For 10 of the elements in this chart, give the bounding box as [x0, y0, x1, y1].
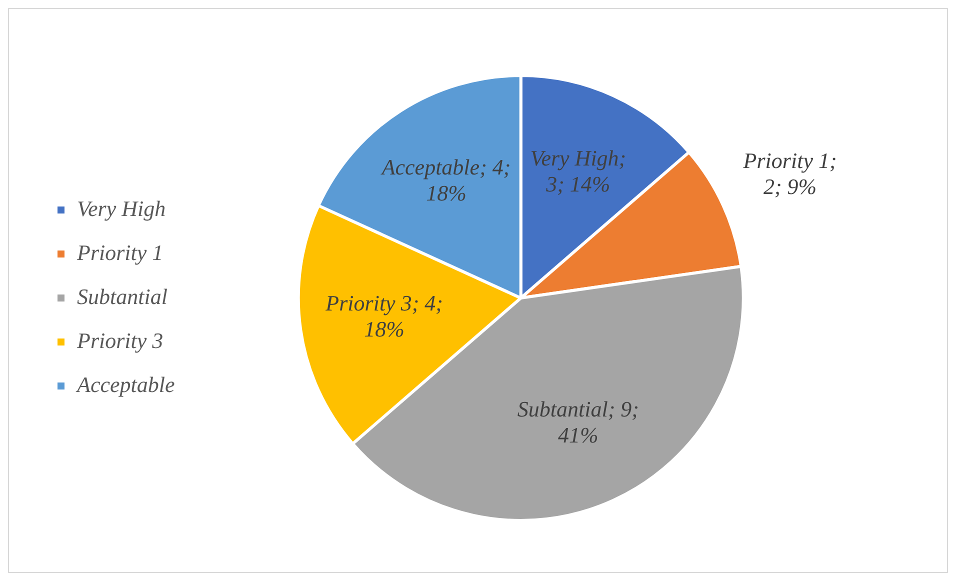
data-label: Acceptable; 4; 18%: [380, 154, 511, 206]
legend-label: Acceptable: [75, 372, 175, 397]
legend-label: Priority 3: [76, 328, 164, 353]
data-label: Subtantial; 9; 41%: [517, 396, 639, 448]
legend-label: Priority 1: [76, 240, 164, 265]
data-label: Very High; 3; 14%: [530, 145, 626, 196]
data-label: Priority 1; 2; 9%: [742, 148, 837, 199]
legend-label: Very High: [77, 196, 166, 221]
data-label: Priority 3; 4; 18%: [324, 290, 443, 342]
legend-label: Subtantial: [77, 284, 168, 309]
